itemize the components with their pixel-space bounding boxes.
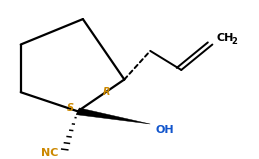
Text: CH: CH	[216, 33, 234, 43]
Polygon shape	[76, 108, 150, 124]
Text: S: S	[66, 103, 74, 113]
Text: OH: OH	[155, 125, 174, 135]
Text: 2: 2	[232, 37, 238, 46]
Text: R: R	[103, 87, 110, 97]
Text: NC: NC	[41, 148, 59, 158]
